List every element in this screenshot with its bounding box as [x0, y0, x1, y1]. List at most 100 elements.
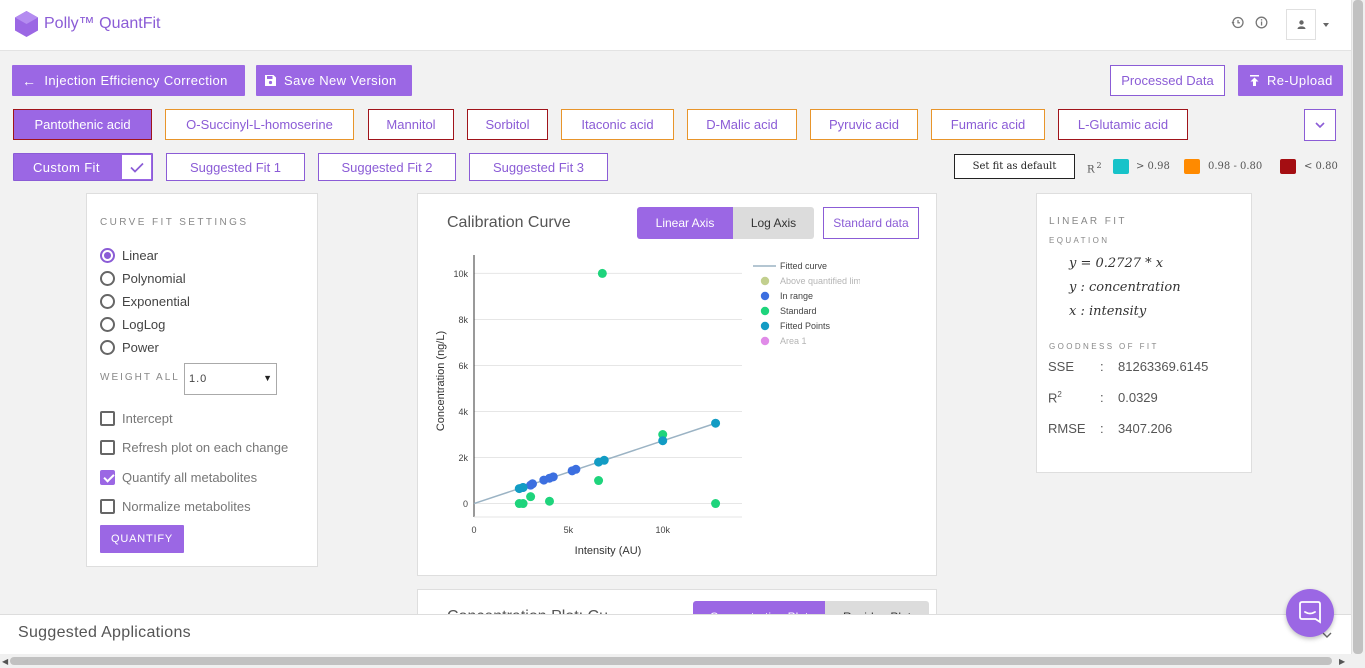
linear-axis-toggle[interactable]: Linear Axis	[637, 207, 733, 239]
fit-type-heading: LINEAR FIT	[1049, 216, 1127, 227]
equation-heading: EQUATION	[1049, 236, 1110, 245]
y-tick-label: 8k	[458, 315, 468, 325]
user-menu-button[interactable]	[1286, 9, 1316, 40]
legend-label: Area 1	[780, 336, 807, 346]
data-point-in-range	[548, 472, 558, 482]
intercept-checkbox[interactable]: Intercept	[100, 411, 173, 426]
equation-line: y = 0.2727 * x	[1069, 256, 1164, 271]
scroll-right-icon[interactable]: ▶	[1339, 657, 1346, 666]
user-menu-caret-icon[interactable]	[1323, 23, 1329, 27]
metabolite-d-malic-acid[interactable]: D-Malic acid	[687, 109, 797, 140]
r2-low-label: < 0.80	[1304, 161, 1338, 172]
legend-swatch	[760, 306, 770, 316]
user-icon	[1297, 20, 1306, 29]
data-point-standard	[544, 496, 554, 506]
calibration-chart[interactable]: 0 2k 4k 6k 8k 10k 0 5k 10k Intensity (AU) Concentr…	[420, 245, 860, 565]
fit-exponential-option[interactable]: Exponential	[100, 294, 190, 309]
more-metabolites-button[interactable]	[1304, 109, 1336, 141]
save-icon	[265, 75, 276, 86]
calibration-curve-panel	[417, 193, 937, 576]
weight-all-select[interactable]: 1.0 ▼	[184, 363, 277, 395]
radio-unchecked-icon[interactable]	[100, 294, 115, 309]
y-tick-label: 4k	[458, 407, 468, 417]
suggested-applications-bar[interactable]: Suggested Applications	[0, 614, 1351, 654]
r2-mid-swatch	[1184, 159, 1200, 174]
history-icon[interactable]	[1231, 16, 1244, 29]
y-tick-label: 2k	[458, 453, 468, 463]
fit-info-panel	[1036, 193, 1252, 473]
fit-power-option[interactable]: Power	[100, 340, 159, 355]
x-tick-label: 10k	[655, 525, 670, 535]
r2-low-swatch	[1280, 159, 1296, 174]
r2-stat: R2 : 0.0329	[1048, 390, 1158, 406]
re-upload-button[interactable]: Re-Upload	[1238, 65, 1343, 96]
quantify-button[interactable]: QUANTIFY	[100, 525, 184, 553]
custom-fit-button[interactable]: Custom Fit	[13, 153, 153, 181]
chevron-down-icon[interactable]	[1322, 632, 1332, 638]
metabolite-l-glutamic-acid[interactable]: L-Glutamic acid	[1058, 109, 1188, 140]
equation-y-definition: y : concentration	[1069, 280, 1181, 295]
suggested-applications-label: Suggested Applications	[18, 624, 191, 641]
data-point-standard	[597, 268, 607, 278]
radio-unchecked-icon[interactable]	[100, 340, 115, 355]
fit-loglog-option[interactable]: LogLog	[100, 317, 165, 332]
scroll-left-icon[interactable]: ◀	[2, 657, 9, 666]
y-axis-title: Concentration (ng/L)	[435, 331, 447, 431]
suggested-fit-2-button[interactable]: Suggested Fit 2	[318, 153, 456, 181]
metabolite-o-succinyl-l-homoserine[interactable]: O-Succinyl-L-homoserine	[165, 109, 354, 140]
set-fit-default-button[interactable]: Set fit as default	[954, 154, 1075, 179]
checkbox-icon[interactable]	[100, 499, 115, 514]
weight-all-label: WEIGHT ALL	[100, 372, 180, 383]
checkbox-icon[interactable]	[100, 440, 115, 455]
dropdown-arrow-icon: ▼	[263, 373, 272, 383]
suggested-fit-1-button[interactable]: Suggested Fit 1	[166, 153, 305, 181]
standard-data-button[interactable]: Standard data	[823, 207, 919, 239]
y-tick-label: 0	[463, 499, 468, 509]
vertical-scrollbar-thumb[interactable]	[1353, 0, 1363, 654]
data-point-standard	[711, 499, 721, 509]
metabolite-mannitol[interactable]: Mannitol	[368, 109, 454, 140]
curve-fit-settings-heading: CURVE FIT SETTINGS	[100, 217, 249, 228]
chat-support-button[interactable]	[1286, 589, 1334, 637]
quantify-all-checkbox[interactable]: Quantify all metabolites	[100, 470, 257, 485]
injection-efficiency-button[interactable]: ← Injection Efficiency Correction	[12, 65, 245, 96]
legend-label: Fitted Points	[780, 321, 831, 331]
radio-unchecked-icon[interactable]	[100, 317, 115, 332]
checkbox-checked-icon[interactable]	[100, 470, 115, 485]
refresh-plot-checkbox[interactable]: Refresh plot on each change	[100, 440, 288, 455]
metabolite-sorbitol[interactable]: Sorbitol	[467, 109, 548, 140]
y-tick-label: 6k	[458, 361, 468, 371]
processed-data-button[interactable]: Processed Data	[1110, 65, 1225, 96]
equation-x-definition: x : intensity	[1069, 304, 1147, 319]
data-point-in-range	[528, 479, 538, 489]
legend-label: Above quantified limit	[780, 276, 860, 286]
radio-unchecked-icon[interactable]	[100, 271, 115, 286]
horizontal-scrollbar-thumb[interactable]	[10, 657, 1332, 665]
normalize-metabolites-checkbox[interactable]: Normalize metabolites	[100, 499, 251, 514]
metabolite-itaconic-acid[interactable]: Itaconic acid	[561, 109, 674, 140]
legend-swatch	[760, 291, 770, 301]
app-title: Polly™ QuantFit	[44, 15, 161, 32]
data-point-standard	[518, 499, 528, 509]
check-icon	[122, 155, 151, 179]
metabolite-pantothenic-acid[interactable]: Pantothenic acid	[13, 109, 152, 140]
goodness-of-fit-heading: GOODNESS OF FIT	[1049, 342, 1159, 351]
data-point-standard	[526, 492, 536, 502]
info-icon[interactable]	[1255, 16, 1268, 29]
x-axis-title: Intensity (AU)	[575, 545, 642, 557]
fit-polynomial-option[interactable]: Polynomial	[100, 271, 186, 286]
r2-mid-label: 0.98 - 0.80	[1208, 161, 1263, 172]
metabolite-pyruvic-acid[interactable]: Pyruvic acid	[810, 109, 918, 140]
fit-linear-option[interactable]: Linear	[100, 248, 158, 263]
chart-panel-title: Calibration Curve	[447, 214, 571, 231]
chat-icon	[1299, 601, 1321, 624]
legend-swatch	[760, 321, 770, 331]
suggested-fit-3-button[interactable]: Suggested Fit 3	[469, 153, 608, 181]
checkbox-icon[interactable]	[100, 411, 115, 426]
metabolite-fumaric-acid[interactable]: Fumaric acid	[931, 109, 1045, 140]
radio-checked-icon[interactable]	[100, 248, 115, 263]
log-axis-toggle[interactable]: Log Axis	[733, 207, 814, 239]
x-tick-label: 0	[471, 525, 476, 535]
save-new-version-button[interactable]: Save New Version	[256, 65, 412, 96]
